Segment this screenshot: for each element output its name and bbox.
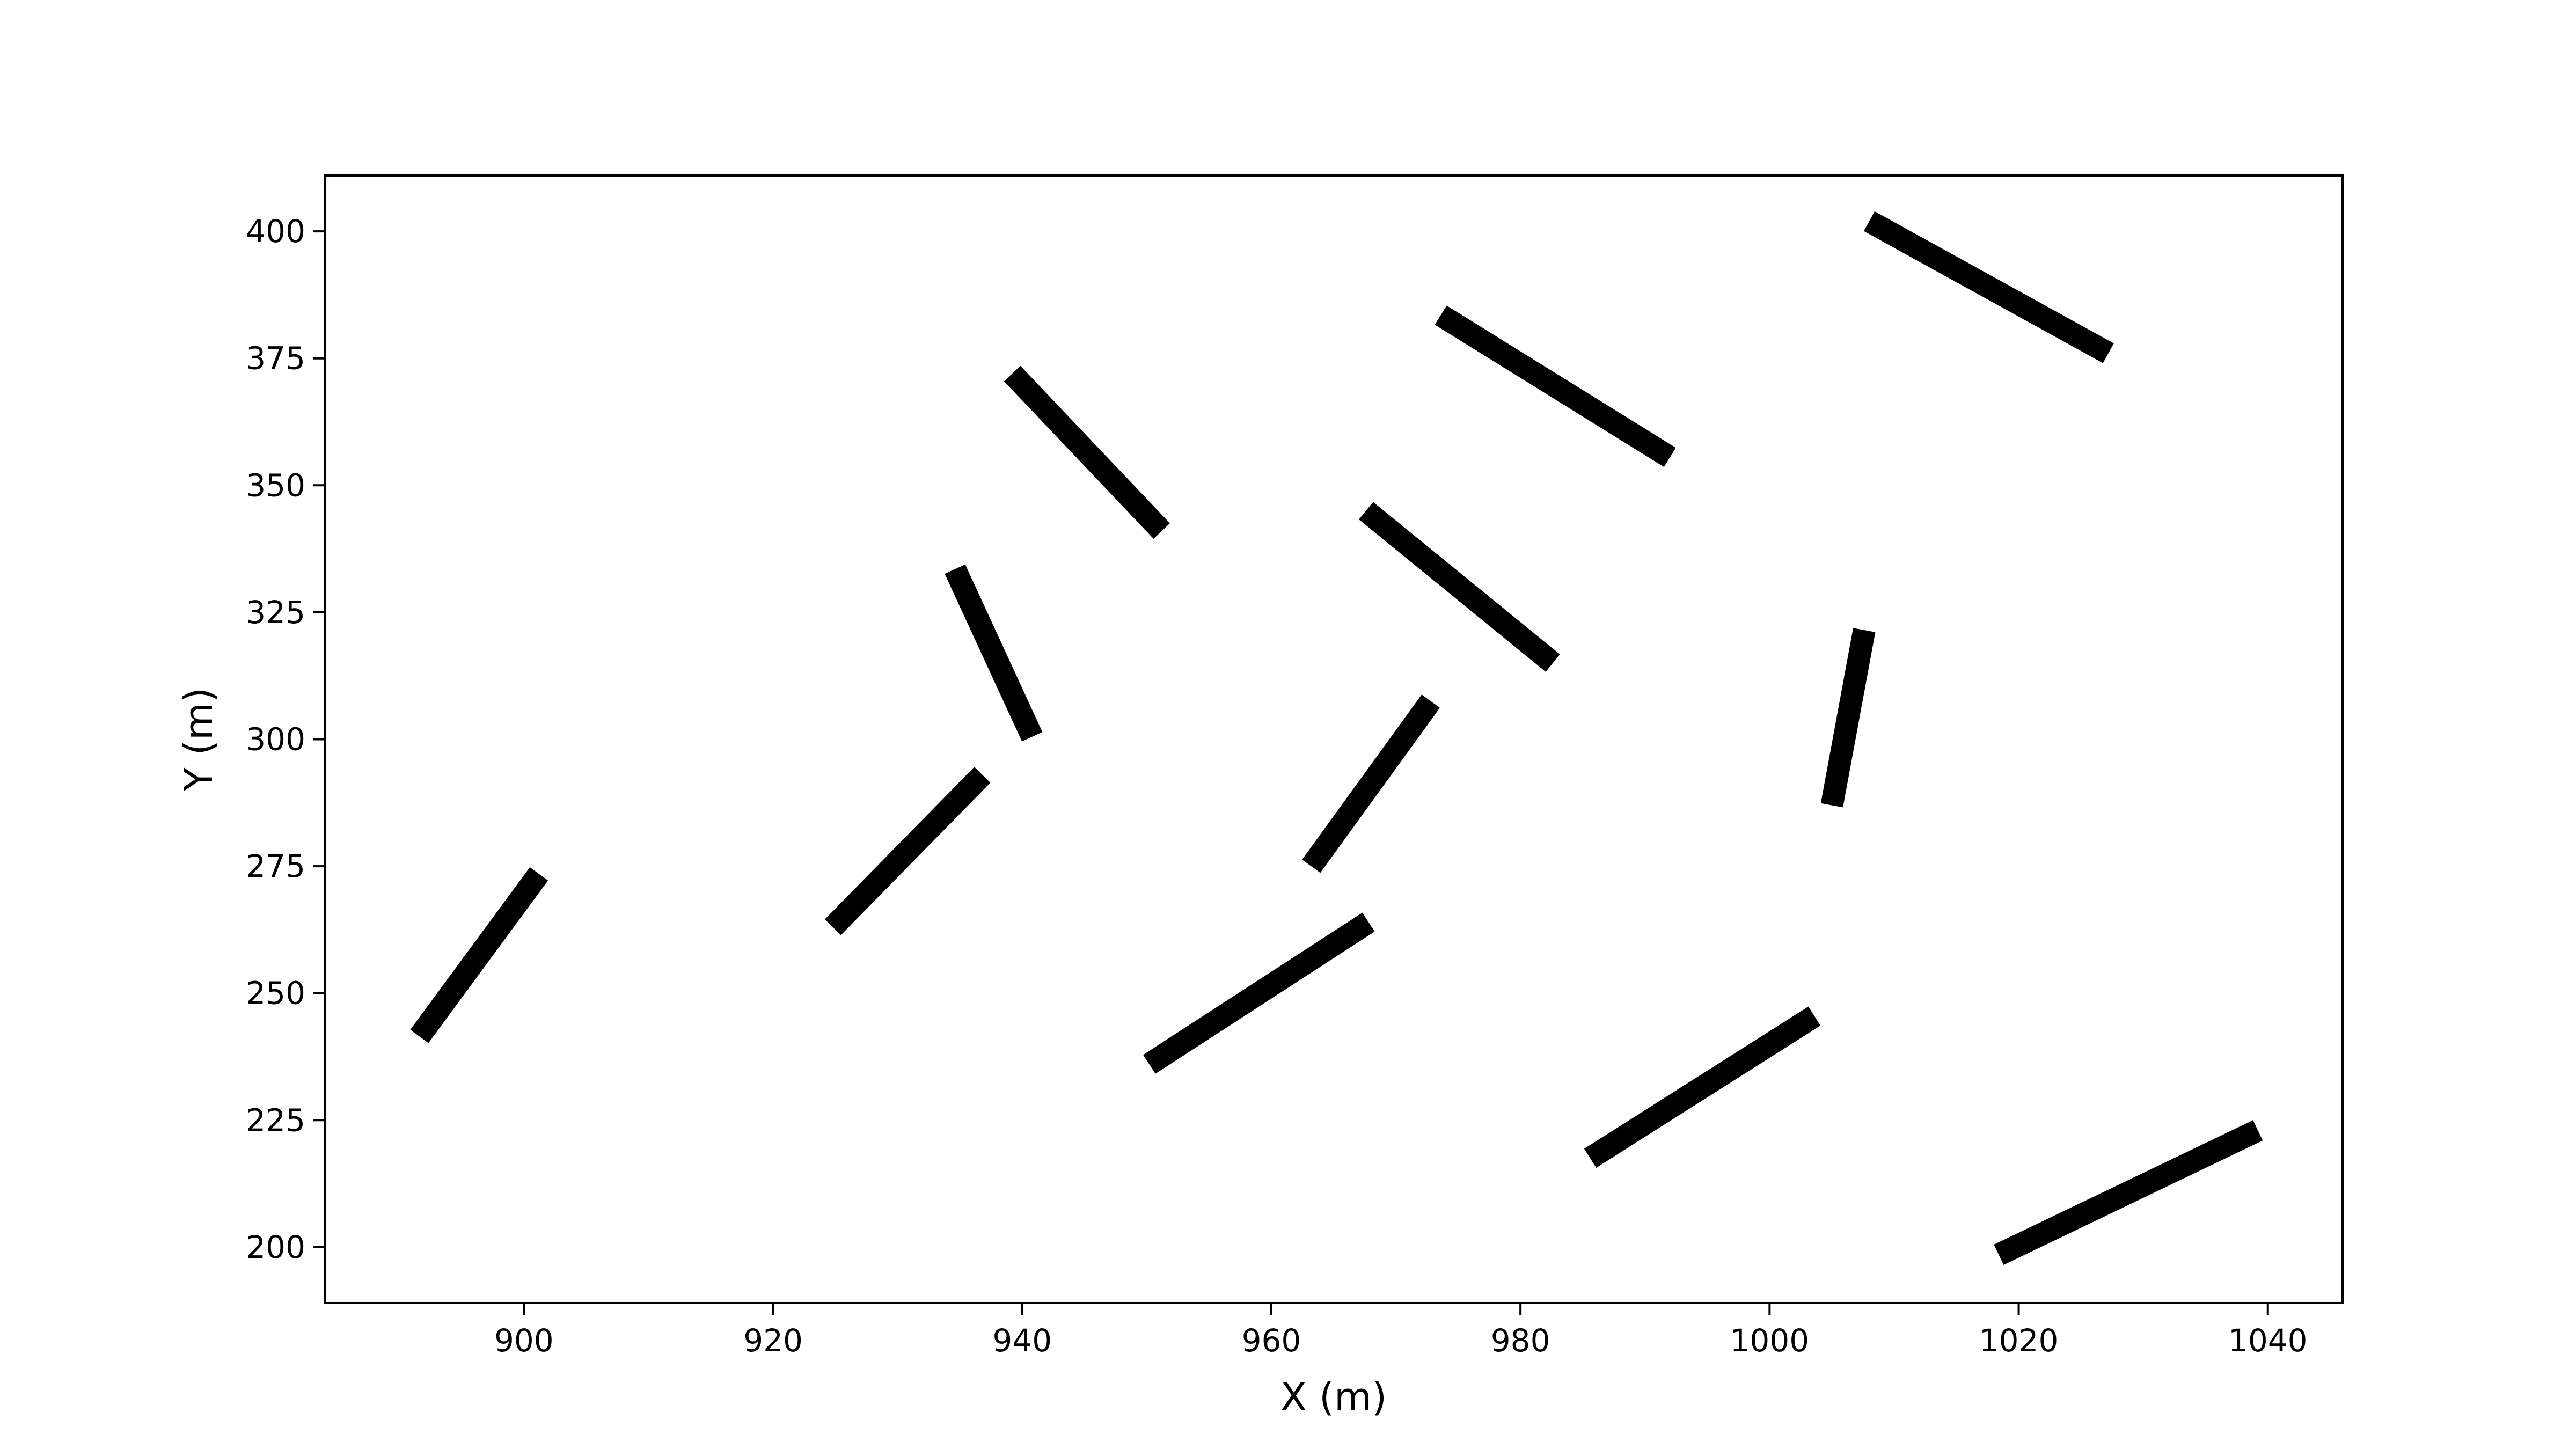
segment-6 xyxy=(1302,694,1440,873)
segment-9 xyxy=(1584,1006,1821,1168)
segment-2 xyxy=(824,767,991,935)
x-tick-label: 920 xyxy=(743,1322,803,1359)
y-tick-label: 350 xyxy=(246,467,305,503)
y-tick-label: 225 xyxy=(246,1102,305,1138)
y-tick-label: 400 xyxy=(246,213,305,250)
x-tick-label: 900 xyxy=(494,1322,554,1359)
segment-10 xyxy=(1820,628,1876,808)
segment-1 xyxy=(410,867,548,1043)
y-tick-label: 375 xyxy=(246,340,305,377)
y-tick-label: 275 xyxy=(246,848,305,884)
x-tick-label: 940 xyxy=(992,1322,1052,1359)
x-tick-label: 980 xyxy=(1491,1322,1550,1359)
y-tick-label: 250 xyxy=(246,975,305,1012)
y-axis-ticks: 200 225 250 275 300 325 350 375 400 xyxy=(246,213,325,1265)
segment-8 xyxy=(1435,305,1676,467)
x-tick-label: 1040 xyxy=(2228,1322,2308,1359)
segment-5 xyxy=(1143,912,1375,1074)
x-tick-label: 1000 xyxy=(1730,1322,1810,1359)
y-tick-label: 200 xyxy=(246,1229,305,1265)
segment-3 xyxy=(945,564,1043,742)
segment-12 xyxy=(1994,1120,2263,1265)
y-tick-label: 325 xyxy=(246,594,305,631)
segment-7 xyxy=(1359,502,1560,672)
segments-layer xyxy=(410,211,2263,1265)
x-axis-label: X (m) xyxy=(1280,1374,1387,1419)
y-tick-label: 300 xyxy=(246,721,305,758)
x-tick-label: 960 xyxy=(1242,1322,1301,1359)
x-axis-ticks: 900 920 940 960 980 1000 1020 1040 xyxy=(494,1303,2308,1359)
segment-11 xyxy=(1863,211,2114,363)
x-tick-label: 1020 xyxy=(1979,1322,2059,1359)
segment-4 xyxy=(1004,365,1170,539)
y-axis-label: Y (m) xyxy=(176,687,221,792)
